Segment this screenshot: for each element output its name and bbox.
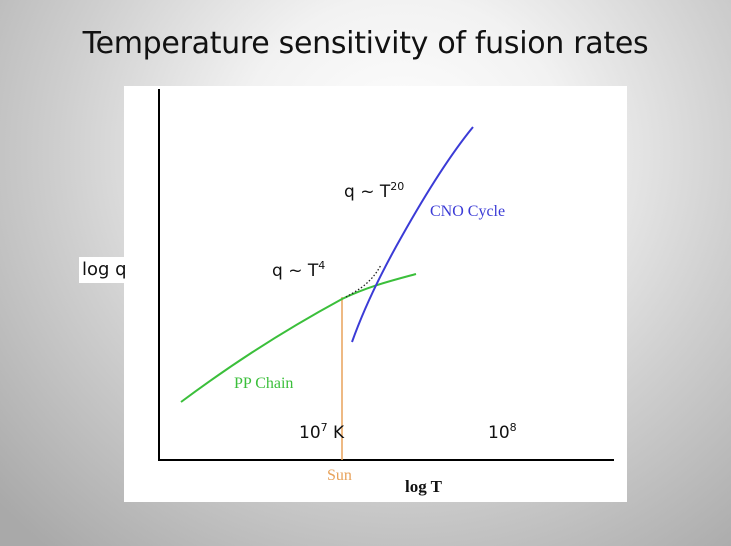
tick-1e8: 108 [488,421,517,443]
cno-slope-base: q ~ T [344,182,391,202]
figure-panel [124,86,627,502]
pp-slope-base: q ~ T [272,261,319,281]
pp-slope-annotation: q ~ T4 [272,259,325,281]
pp-chain-curve [180,273,417,403]
cno-cycle-label: CNO Cycle [430,203,505,220]
fusion-rate-diagram: PP Chain CNO Cycle q ~ T4 q ~ T20 107 K … [158,89,614,496]
slide-title: Temperature sensitivity of fusion rates [82,26,649,61]
tick-1e7-exponent: 7 [321,421,328,434]
pp-chain-label: PP Chain [234,375,293,392]
cno-cycle-curve [351,126,474,343]
transition-dotted-curve [345,264,382,298]
tick-1e8-base: 10 [488,423,510,443]
x-axis-label: log T [405,477,443,496]
tick-1e7: 107 K [299,421,345,443]
y-axis-label: log q [79,257,137,283]
cno-slope-exponent: 20 [390,180,404,193]
sun-label: Sun [327,467,352,484]
tick-1e7-base: 10 [299,423,321,443]
tick-1e7-unit: K [328,423,345,443]
cno-slope-annotation: q ~ T20 [344,180,404,202]
pp-slope-exponent: 4 [318,259,325,272]
tick-1e8-exponent: 8 [510,421,517,434]
